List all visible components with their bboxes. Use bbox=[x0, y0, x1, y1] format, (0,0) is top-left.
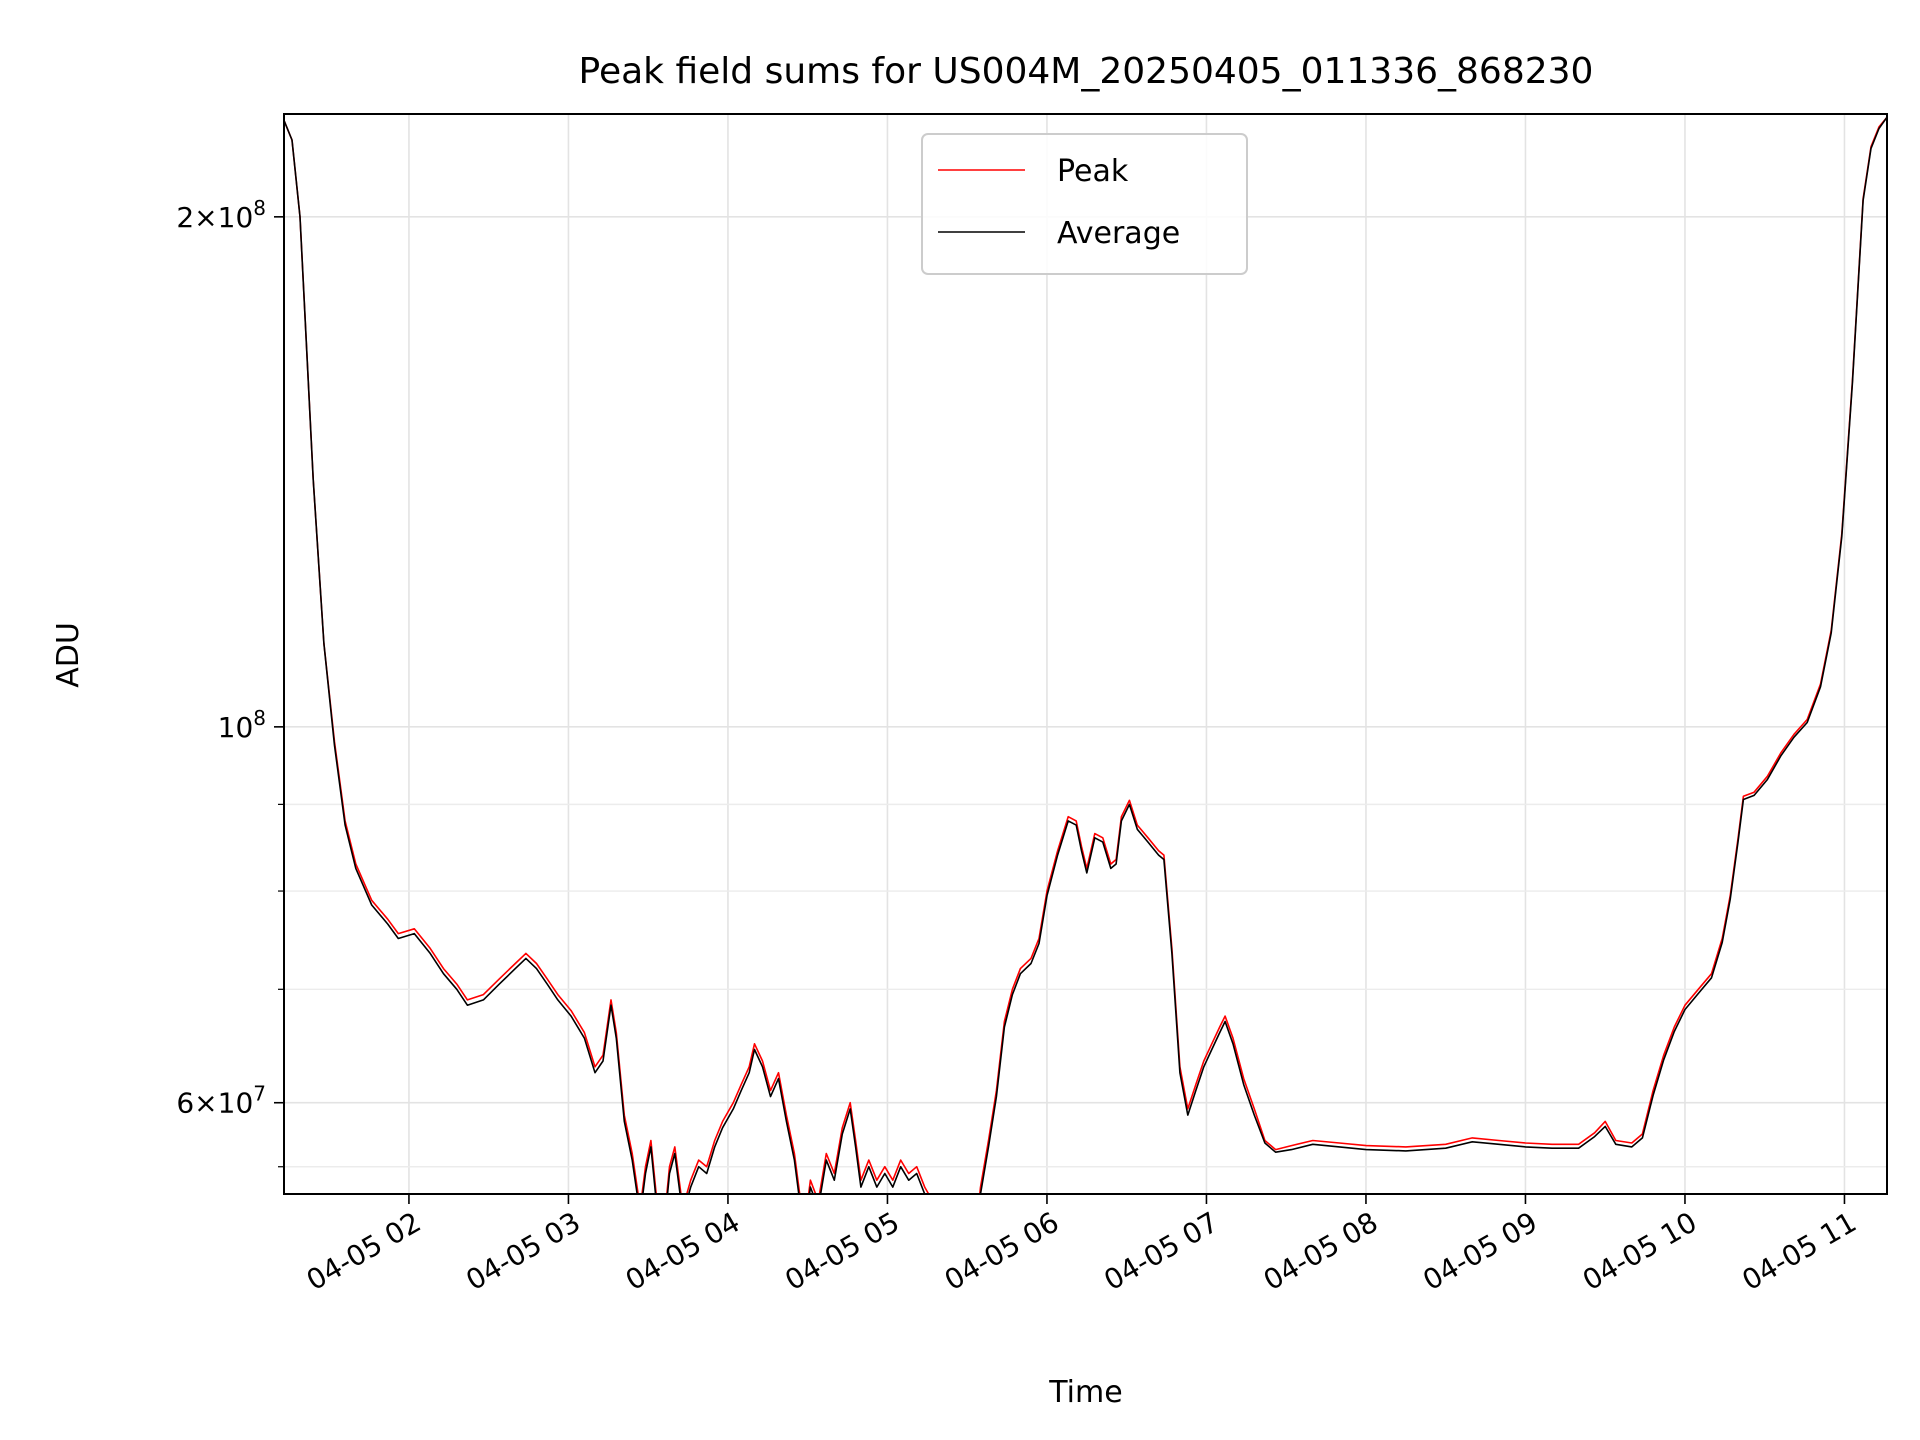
y-tick-label: 108 bbox=[218, 706, 266, 744]
series-group bbox=[284, 116, 1887, 1194]
y-tick-label: 6×107 bbox=[176, 1082, 266, 1120]
y-axis-label: ADU bbox=[51, 622, 86, 688]
legend-peak-label: Peak bbox=[1057, 154, 1129, 189]
plot-frame bbox=[283, 113, 1888, 1195]
series-peak-line bbox=[284, 116, 1887, 1194]
legend-average-label: Average bbox=[1057, 216, 1180, 251]
y-tick-label: 2×108 bbox=[176, 196, 266, 234]
legend: Peak Average bbox=[921, 133, 1248, 275]
x-axis-label: Time bbox=[1048, 1375, 1122, 1410]
series-average-line bbox=[284, 116, 1887, 1194]
legend-box bbox=[921, 133, 1248, 275]
chart-title: Peak field sums for US004M_20250405_0113… bbox=[579, 51, 1594, 92]
grid bbox=[284, 114, 1887, 1194]
y-axis: 6×107 108 2×108 bbox=[176, 196, 284, 1168]
